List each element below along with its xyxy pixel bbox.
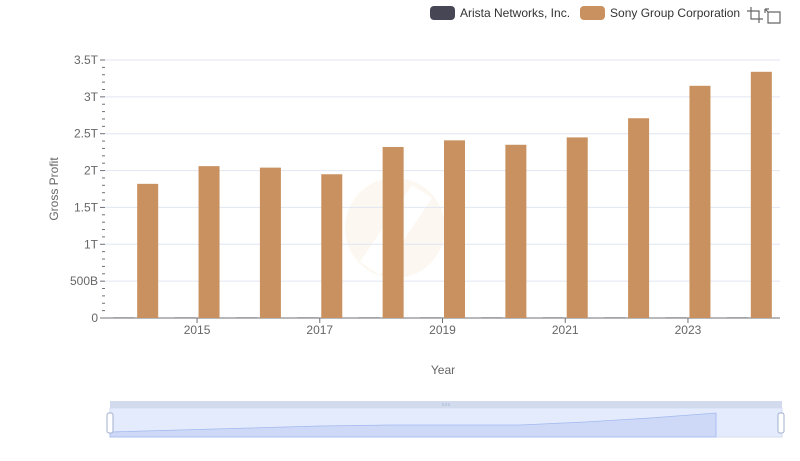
bar-sony-2020[interactable] — [505, 144, 527, 318]
slider-handle-right[interactable] — [777, 412, 785, 434]
bar-arista-2021[interactable] — [542, 317, 564, 319]
bar-arista-2016[interactable] — [235, 317, 257, 319]
y-tick-label: 1.5T — [74, 200, 99, 214]
y-tick-label: 500B — [70, 274, 98, 288]
x-axis-title: Year — [431, 363, 455, 377]
bar-sony-2023[interactable] — [689, 85, 711, 318]
slider-handle-left[interactable] — [106, 412, 114, 434]
y-tick-label: 2.5T — [74, 127, 99, 141]
bar-sony-2017[interactable] — [321, 174, 343, 318]
toolbox — [746, 6, 782, 24]
bar-arista-2019[interactable] — [420, 317, 441, 319]
legend-item-arista[interactable]: Arista Networks, Inc. — [430, 6, 570, 20]
bar-arista-2015[interactable] — [174, 317, 196, 319]
slider-area-preview — [109, 412, 717, 438]
bar-arista-2018[interactable] — [358, 317, 380, 319]
x-tick-label: 2021 — [552, 323, 579, 337]
y-tick-label: 2T — [84, 164, 99, 178]
x-tick-label: 2015 — [184, 323, 211, 337]
slider-grip-icon[interactable] — [442, 403, 450, 406]
reset-zoom-icon[interactable] — [764, 6, 782, 24]
legend-item-sony[interactable]: Sony Group Corporation — [580, 6, 740, 20]
bar-sony-2018[interactable] — [382, 146, 404, 318]
legend-swatch-arista — [430, 6, 455, 20]
bar-sony-2021[interactable] — [566, 137, 588, 318]
bar-arista-2023[interactable] — [665, 317, 687, 319]
y-tick-label: 3T — [84, 90, 99, 104]
bar-arista-2022[interactable] — [604, 317, 626, 319]
y-axis-title: Gross Profit — [47, 157, 61, 221]
legend-swatch-sony — [580, 6, 606, 20]
bar-arista-2014[interactable] — [113, 317, 135, 319]
bar-sony-2019[interactable] — [444, 140, 465, 318]
bar-sony-2014[interactable] — [137, 183, 159, 318]
zoom-icon[interactable] — [746, 6, 764, 24]
data-zoom-slider[interactable] — [106, 401, 785, 438]
bar-sony-2016[interactable] — [259, 167, 281, 318]
x-tick-label: 2023 — [675, 323, 702, 337]
x-tick-label: 2019 — [429, 323, 456, 337]
bar-arista-2017[interactable] — [297, 317, 319, 319]
legend-label-sony: Sony Group Corporation — [610, 6, 741, 20]
bar-arista-2024[interactable] — [726, 317, 748, 319]
bar-sony-2022[interactable] — [628, 118, 650, 318]
legend: Arista Networks, Inc. Sony Group Corpora… — [430, 4, 750, 22]
x-tick-label: 2017 — [306, 323, 333, 337]
y-tick-label: 1T — [84, 237, 99, 251]
y-tick-label: 3.5T — [74, 53, 99, 67]
y-tick-label: 0 — [91, 311, 98, 325]
bar-sony-2024[interactable] — [750, 71, 772, 319]
legend-label-arista: Arista Networks, Inc. — [460, 6, 571, 20]
bar-sony-2015[interactable] — [198, 166, 220, 318]
bar-arista-2020[interactable] — [481, 317, 503, 319]
